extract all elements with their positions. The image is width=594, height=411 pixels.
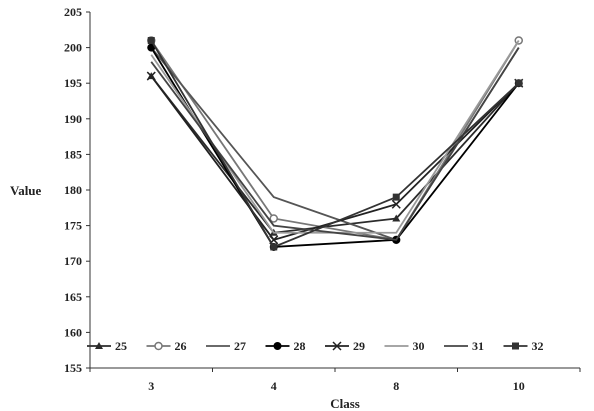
series-line-32 <box>150 40 520 249</box>
series-line-28 <box>150 47 520 248</box>
legend-label: 26 <box>175 339 187 353</box>
x-tick-label: 3 <box>148 379 154 393</box>
x-tick-label: 8 <box>393 379 399 393</box>
y-tick-label: 185 <box>64 147 82 161</box>
series-25 <box>147 72 523 236</box>
data-point-32 <box>270 243 278 251</box>
legend-item-31: 31 <box>444 339 484 353</box>
legend-item-29: 29 <box>325 339 365 353</box>
legend-marker <box>512 342 519 350</box>
legend-marker <box>273 342 282 350</box>
series-line-25 <box>150 75 520 234</box>
y-tick-label: 175 <box>64 219 82 233</box>
x-tick-label: 4 <box>271 379 277 393</box>
legend: 25 26 27 28 29 30 31 32 <box>87 339 544 353</box>
legend-item-26: 26 <box>146 339 187 353</box>
data-point-32 <box>392 193 400 201</box>
y-axis-title: Value <box>10 183 42 198</box>
y-tick-label: 160 <box>64 325 82 339</box>
data-point-29 <box>146 71 156 81</box>
series-line-29 <box>150 75 520 241</box>
series-layer <box>146 36 524 251</box>
legend-label: 25 <box>115 339 127 353</box>
legend-marker <box>332 341 342 351</box>
data-point-26 <box>269 214 278 223</box>
x-tick-label: 10 <box>513 379 525 393</box>
series-32 <box>147 36 523 251</box>
data-point-32 <box>515 79 523 87</box>
legend-label: 31 <box>472 339 484 353</box>
y-axis-ticks: 155 160 165 170 175 180 185 190 195 200 205 <box>64 5 90 375</box>
series-line-26 <box>150 39 520 241</box>
legend-label: 32 <box>532 339 544 353</box>
legend-label: 30 <box>413 339 425 353</box>
x-axis-title: Class <box>330 396 360 411</box>
legend-item-32: 32 <box>503 339 544 353</box>
y-tick-label: 155 <box>64 361 82 375</box>
y-tick-label: 165 <box>64 290 82 304</box>
y-tick-label: 190 <box>64 112 82 126</box>
y-tick-label: 170 <box>64 254 82 268</box>
legend-item-28: 28 <box>265 339 306 353</box>
legend-item-30: 30 <box>384 339 425 353</box>
y-tick-label: 195 <box>64 76 82 90</box>
legend-marker <box>95 342 103 349</box>
legend-label: 29 <box>353 339 365 353</box>
y-tick-label: 200 <box>64 41 82 55</box>
data-point-29 <box>391 199 401 209</box>
y-tick-label: 205 <box>64 5 82 19</box>
legend-label: 28 <box>294 339 306 353</box>
legend-item-25: 25 <box>87 339 127 353</box>
legend-marker <box>154 341 163 351</box>
data-point-25 <box>392 214 401 222</box>
y-tick-label: 180 <box>64 183 82 197</box>
legend-label: 27 <box>234 339 246 353</box>
x-axis-ticks: 3 4 8 10 <box>89 368 581 393</box>
legend-item-27: 27 <box>206 339 246 353</box>
data-point-32 <box>147 36 155 44</box>
